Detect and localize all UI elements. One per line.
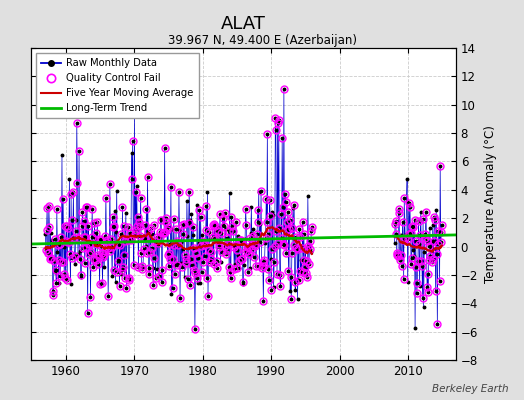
Title: ALAT: ALAT (221, 14, 266, 32)
Y-axis label: Temperature Anomaly (°C): Temperature Anomaly (°C) (484, 125, 497, 283)
Text: 39.967 N, 49.400 E (Azerbaijan): 39.967 N, 49.400 E (Azerbaijan) (168, 34, 356, 47)
Legend: Raw Monthly Data, Quality Control Fail, Five Year Moving Average, Long-Term Tren: Raw Monthly Data, Quality Control Fail, … (37, 53, 199, 118)
Text: Berkeley Earth: Berkeley Earth (432, 384, 508, 394)
